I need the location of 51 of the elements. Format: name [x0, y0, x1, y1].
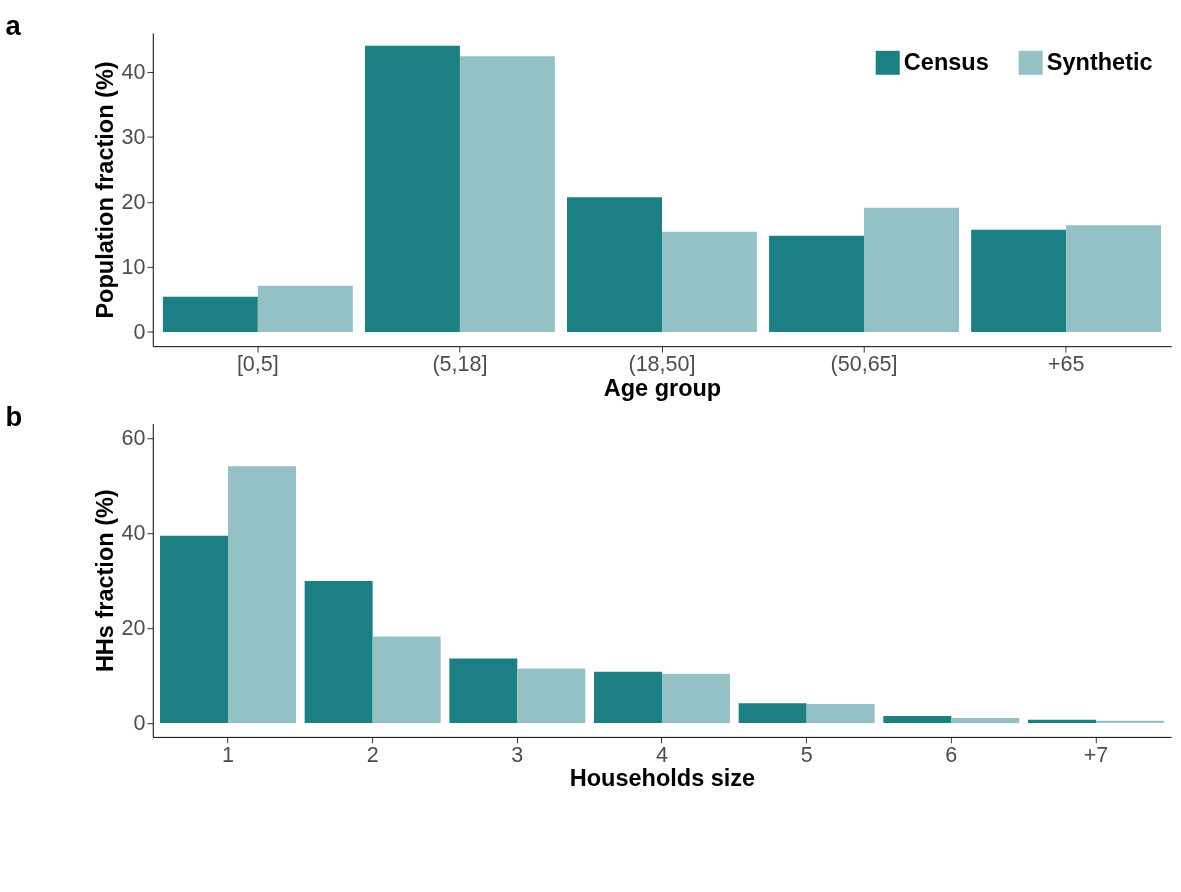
y-tick-label: 40 [121, 521, 146, 546]
x-tick-label: +7 [1083, 742, 1109, 767]
x-tick-label: 1 [222, 742, 234, 767]
bar [1066, 225, 1162, 332]
y-tick-label: 20 [121, 616, 146, 641]
chart-title: a [5, 9, 22, 41]
bar [951, 717, 1020, 724]
bar [593, 671, 662, 724]
bar [257, 285, 353, 332]
y-axis-title: Population fraction (%) [91, 61, 118, 319]
bar [661, 673, 730, 724]
bar [738, 703, 807, 724]
y-tick-label: 0 [133, 711, 146, 736]
bar [160, 535, 228, 724]
bar [227, 466, 296, 724]
x-tick-label: 2 [366, 742, 379, 767]
x-tick-label: (50,65] [830, 352, 898, 377]
bar [864, 207, 960, 332]
y-tick-label: 60 [121, 426, 146, 451]
x-tick-label: +65 [1047, 352, 1085, 377]
y-tick-label: 30 [121, 125, 146, 150]
x-tick-label: (5,18] [432, 352, 488, 377]
bar [449, 658, 518, 724]
bar [517, 668, 586, 724]
x-tick-label: [0,5] [236, 352, 279, 377]
bar [567, 197, 662, 332]
x-tick-label: (18,50] [628, 352, 696, 377]
y-tick-label: 10 [121, 255, 146, 280]
x-tick-label: 5 [800, 742, 813, 767]
y-tick-label: 40 [121, 60, 146, 85]
x-tick-label: 4 [655, 742, 668, 767]
y-tick-label: 20 [121, 190, 146, 215]
bar [769, 235, 865, 332]
chart-title: b [5, 400, 23, 432]
x-tick-label: 6 [945, 742, 958, 767]
bar [883, 715, 952, 724]
bar [364, 45, 460, 332]
bar [162, 296, 258, 332]
bar [372, 636, 441, 724]
bar [304, 580, 373, 724]
y-tick-label: 0 [133, 320, 146, 345]
bar [459, 56, 555, 332]
y-axis-title: HHs fraction (%) [91, 489, 118, 673]
bar [806, 704, 875, 724]
bar [971, 229, 1067, 332]
legend-label: Synthetic [1046, 48, 1153, 75]
bar [1027, 719, 1096, 724]
x-axis-title: Households size [569, 765, 756, 792]
x-tick-label: 3 [511, 742, 524, 767]
legend-label: Census [903, 48, 989, 75]
bar [661, 231, 757, 332]
